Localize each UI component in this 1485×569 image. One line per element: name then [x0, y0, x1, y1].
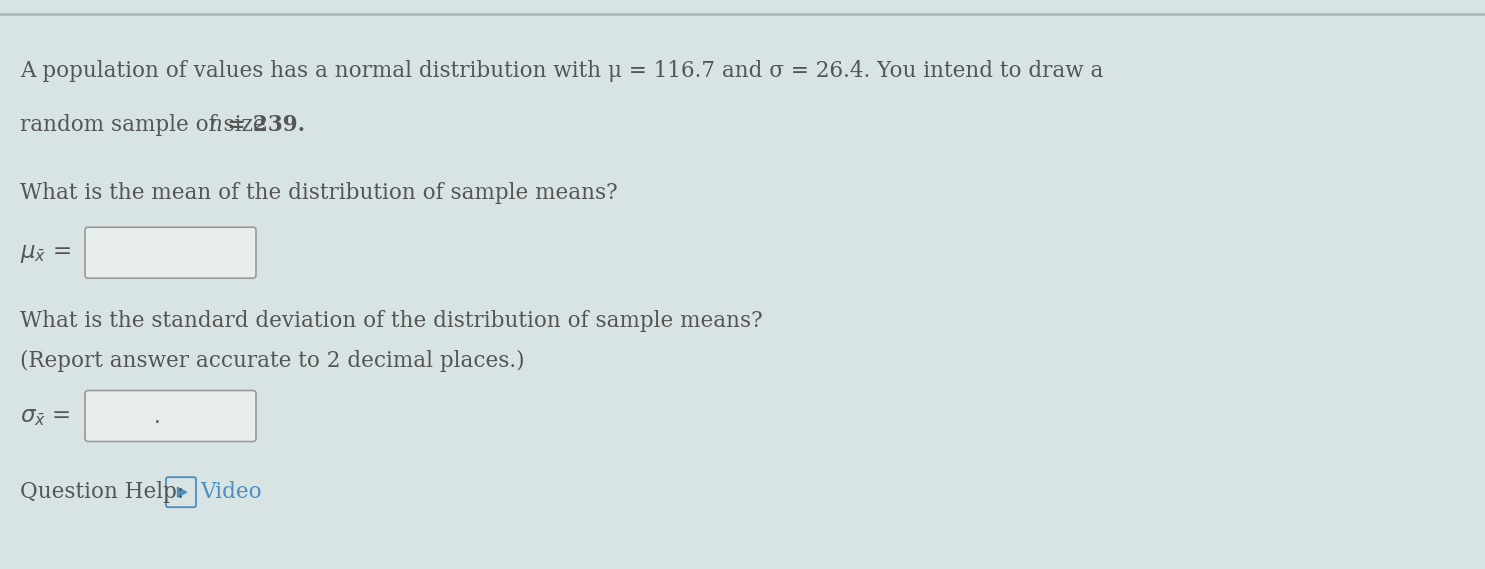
Text: $\sigma_{\bar{x}}$ =: $\sigma_{\bar{x}}$ = — [19, 405, 71, 428]
FancyBboxPatch shape — [166, 477, 196, 507]
Text: Video: Video — [200, 481, 261, 503]
Text: random sample of size: random sample of size — [19, 114, 273, 136]
Text: Question Help:: Question Help: — [19, 481, 184, 503]
Text: (Report answer accurate to 2 decimal places.): (Report answer accurate to 2 decimal pla… — [19, 351, 524, 372]
Text: = 239.: = 239. — [220, 114, 304, 136]
Text: n: n — [208, 114, 221, 136]
Text: What is the mean of the distribution of sample means?: What is the mean of the distribution of … — [19, 183, 618, 204]
Polygon shape — [178, 487, 187, 497]
FancyBboxPatch shape — [85, 227, 255, 278]
Text: $\mu_{\bar{x}}$ =: $\mu_{\bar{x}}$ = — [19, 242, 71, 265]
Text: .: . — [154, 406, 160, 427]
Text: A population of values has a normal distribution with μ = 116.7 and σ = 26.4. Yo: A population of values has a normal dist… — [19, 60, 1103, 82]
Text: What is the standard deviation of the distribution of sample means?: What is the standard deviation of the di… — [19, 311, 763, 332]
FancyBboxPatch shape — [85, 390, 255, 442]
